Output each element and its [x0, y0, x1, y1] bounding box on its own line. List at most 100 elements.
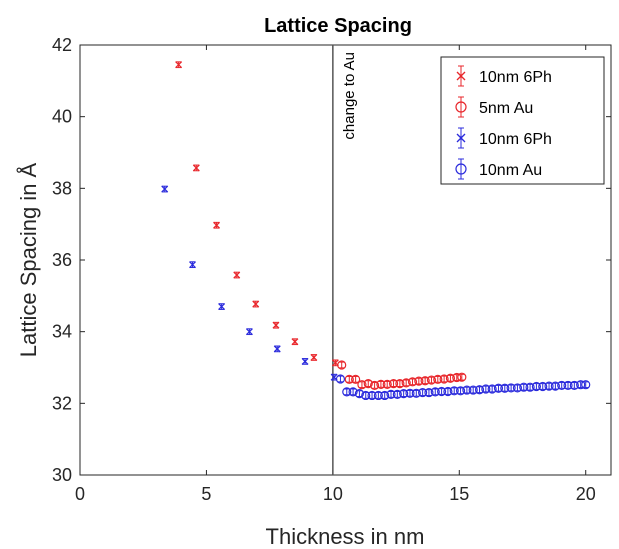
data-point	[363, 379, 373, 389]
error-bar	[419, 389, 426, 396]
data-point	[443, 386, 453, 397]
legend-label: 5nm Au	[479, 100, 533, 117]
data-point	[161, 185, 169, 193]
data-point	[301, 357, 309, 365]
data-point	[550, 381, 560, 391]
data-point	[395, 379, 405, 389]
error-bar	[470, 386, 477, 394]
error-bar	[338, 361, 345, 369]
data-point	[354, 389, 365, 399]
legend-marker	[456, 71, 466, 81]
marker-stroke	[273, 345, 281, 353]
data-marks	[161, 61, 591, 401]
chart-title: Lattice Spacing	[264, 15, 412, 37]
error-bar	[458, 373, 465, 381]
data-point	[218, 303, 226, 311]
data-point	[544, 381, 554, 391]
error-bar	[375, 392, 382, 399]
error-bar	[476, 386, 483, 394]
error-bar	[552, 382, 559, 390]
data-point	[430, 387, 440, 397]
data-point	[351, 374, 361, 384]
x-axis-label: Thickness in nm	[266, 524, 425, 549]
data-point	[252, 300, 260, 308]
y-axis-label: Lattice Spacing in Å	[16, 162, 41, 357]
data-point	[405, 388, 415, 398]
error-bar	[482, 385, 489, 393]
marker-stroke	[331, 359, 339, 367]
data-point	[493, 383, 504, 393]
data-point	[376, 379, 386, 389]
error-bar	[343, 388, 350, 396]
legend-marker	[455, 101, 467, 113]
data-point	[445, 373, 456, 383]
data-point	[436, 386, 447, 397]
legend-item: 10nm Au	[455, 158, 542, 180]
marker-stroke	[330, 373, 338, 381]
series-4	[335, 374, 591, 401]
data-point	[457, 372, 467, 382]
data-point	[563, 380, 573, 391]
error-bar	[457, 387, 464, 395]
error-bar	[428, 376, 435, 384]
legend: 10nm 6Ph 5nm Au 10nm 6Ph 10nm Au	[440, 56, 605, 185]
data-point	[449, 386, 459, 396]
y-tick-label: 38	[52, 178, 72, 198]
data-point	[506, 383, 516, 393]
data-point	[519, 382, 529, 392]
error-bar	[413, 389, 420, 397]
error-bar	[425, 389, 432, 396]
data-point	[337, 360, 347, 370]
error-bar	[388, 391, 395, 398]
data-point	[569, 380, 579, 391]
error-bar	[501, 384, 508, 392]
data-point	[386, 389, 396, 399]
data-point	[399, 389, 409, 399]
legend-label: 10nm Au	[479, 162, 542, 179]
data-point	[407, 377, 418, 387]
error-bar	[533, 383, 540, 390]
data-point	[392, 389, 402, 399]
data-point	[310, 354, 318, 361]
error-bar	[396, 380, 403, 387]
error-bar	[358, 381, 365, 389]
marker-stroke	[161, 185, 169, 193]
marker-stroke	[245, 328, 253, 336]
error-bar	[415, 377, 422, 385]
error-bar	[434, 375, 441, 383]
data-point	[357, 380, 367, 390]
error-bar	[520, 383, 527, 391]
error-bar	[489, 385, 496, 393]
error-bar	[495, 384, 502, 392]
data-point	[474, 385, 485, 395]
data-point	[233, 271, 241, 279]
error-bar	[390, 380, 397, 387]
marker-stroke	[291, 338, 299, 346]
data-point	[213, 221, 221, 229]
y-tick-label: 32	[52, 393, 72, 413]
error-bar	[337, 375, 344, 383]
data-point	[439, 374, 449, 384]
marker-stroke	[272, 321, 280, 329]
data-point	[576, 380, 586, 390]
data-point	[462, 385, 472, 395]
marker-stroke	[175, 61, 183, 69]
data-point	[388, 379, 399, 389]
y-tick-label: 30	[52, 465, 72, 485]
error-bar	[451, 387, 458, 395]
legend-item: 5nm Au	[455, 96, 533, 118]
error-bar	[571, 382, 578, 389]
error-bar	[565, 382, 572, 389]
error-bar	[422, 377, 429, 385]
x-tick-label: 20	[576, 484, 596, 504]
data-point	[455, 386, 466, 396]
error-bar	[582, 381, 589, 389]
error-bar	[444, 388, 451, 395]
error-bar	[438, 388, 445, 395]
error-bar	[508, 384, 515, 392]
x-tick-label: 5	[201, 484, 211, 504]
error-bar	[514, 384, 521, 392]
data-point	[342, 387, 352, 397]
legend-item: 10nm 6Ph	[456, 65, 552, 87]
